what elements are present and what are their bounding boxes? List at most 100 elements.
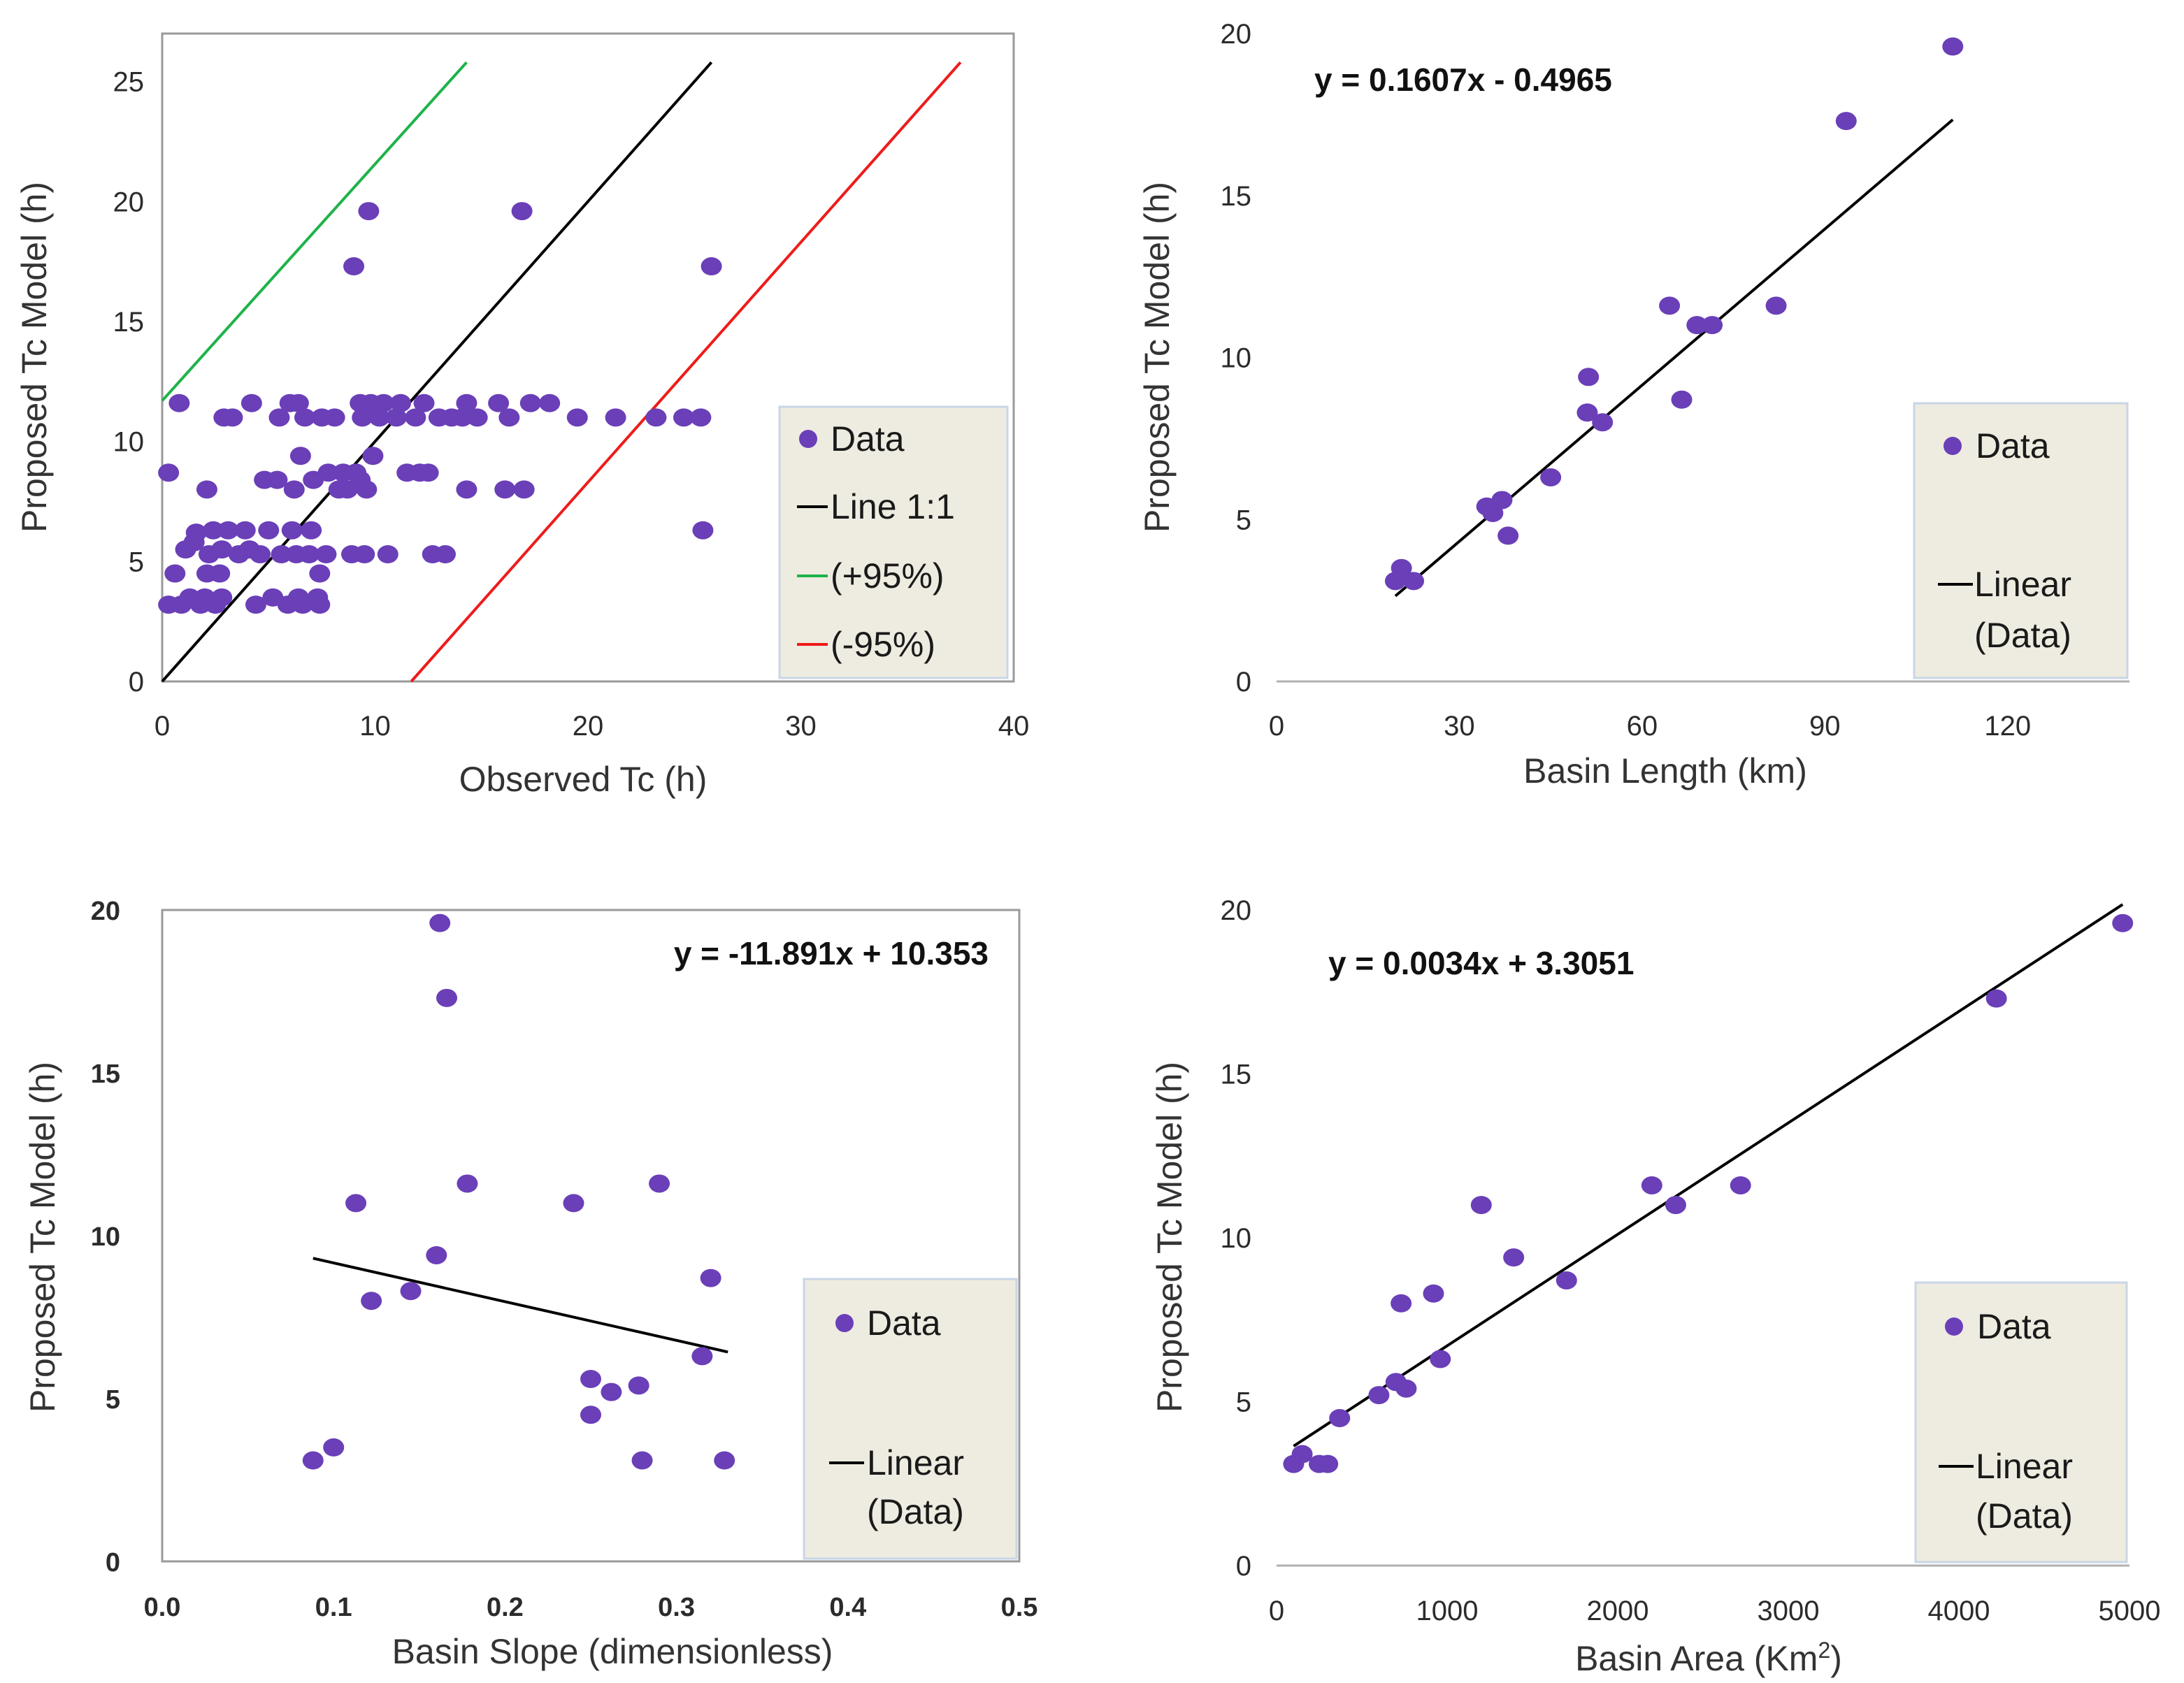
data-point <box>1503 1248 1525 1267</box>
data-point <box>168 393 190 412</box>
legend: Data Line 1:1 (+95%) (-95%) <box>778 405 1009 679</box>
x-axis-label: Observed Tc (h) <box>459 760 707 799</box>
data-point <box>358 202 380 221</box>
data-point <box>426 1245 447 1264</box>
x-tick-label: 90 <box>1809 711 1841 742</box>
data-point <box>2112 913 2134 932</box>
x-tick-labels: 0 30 60 90 120 <box>1269 711 2031 742</box>
data-point <box>390 393 412 412</box>
x-tick-label: 0 <box>1269 711 1284 742</box>
x-tick-label: 60 <box>1627 711 1658 742</box>
x-tick-label: 120 <box>1984 711 2031 742</box>
x-axis-label: Basin Length (km) <box>1523 751 1807 790</box>
y-tick-label: 5 <box>1236 1387 1251 1418</box>
data-point <box>1368 1386 1390 1405</box>
data-point <box>1317 1454 1339 1473</box>
data-point <box>377 545 398 564</box>
y-tick-label: 0 <box>106 1548 120 1577</box>
data-point <box>217 521 239 540</box>
y-tick-labels: 0 5 10 15 20 <box>1221 895 1252 1582</box>
data-point <box>714 1451 735 1470</box>
data-point <box>281 521 303 540</box>
data-point <box>488 393 510 412</box>
data-point <box>158 463 180 482</box>
legend-marker-data <box>835 1314 854 1332</box>
data-point <box>352 408 373 427</box>
y-axis-label: Proposed Tc Model (h) <box>1150 1062 1189 1413</box>
data-point <box>1497 526 1519 545</box>
legend-label-line-1-1: Line 1:1 <box>831 487 955 526</box>
data-point <box>413 393 435 412</box>
y-tick-label: 15 <box>91 1060 120 1089</box>
data-point <box>456 480 477 499</box>
x-tick-label: 4000 <box>1928 1596 1990 1626</box>
data-point <box>563 1194 584 1213</box>
data-point <box>185 523 207 542</box>
x-tick-label: 0.0 <box>144 1593 181 1622</box>
data-points <box>158 202 722 614</box>
data-point <box>691 1347 713 1366</box>
x-tick-label: 10 <box>359 711 391 742</box>
data-point <box>1641 1176 1662 1194</box>
y-tick-label: 15 <box>1221 1060 1252 1090</box>
data-point <box>1423 1284 1444 1303</box>
data-point <box>356 480 378 499</box>
data-point <box>258 521 280 540</box>
y-tick-label: 20 <box>1221 19 1252 50</box>
legend: Data Linear (Data) <box>803 1278 1018 1560</box>
trendline-linear <box>312 1257 728 1354</box>
trendline <box>312 1257 728 1354</box>
data-points <box>302 913 735 1470</box>
data-point <box>203 521 224 540</box>
y-tick-label: 20 <box>91 897 120 926</box>
data-point <box>1329 1408 1351 1427</box>
legend-label-plus95: (+95%) <box>831 556 944 595</box>
data-point <box>345 1194 367 1213</box>
data-point <box>283 480 305 499</box>
data-point <box>1835 112 1857 131</box>
data-point <box>266 470 288 489</box>
data-point <box>631 1451 653 1470</box>
data-point <box>317 463 339 482</box>
x-tick-label: 0.2 <box>487 1593 524 1622</box>
data-point <box>1578 368 1600 387</box>
panel-basin-area: 0 1000 2000 3000 4000 5000 0 5 10 15 20 y = 0.003… <box>1150 895 2160 1678</box>
legend-label-data: Data <box>1977 1307 2051 1346</box>
data-point <box>452 408 473 427</box>
data-point <box>1985 989 2007 1008</box>
data-point <box>222 408 243 427</box>
y-tick-labels: 0 5 10 15 20 <box>1221 19 1252 698</box>
data-point <box>1491 491 1513 510</box>
data-point <box>1391 558 1412 577</box>
data-point <box>1395 1379 1417 1398</box>
y-tick-label: 5 <box>1236 505 1251 535</box>
legend-label-minus95: (-95%) <box>831 625 935 664</box>
data-point <box>289 447 311 465</box>
data-point <box>268 408 290 427</box>
trendline-equation: y = 0.1607x - 0.4965 <box>1314 62 1612 98</box>
data-point <box>211 588 233 607</box>
legend-label-linear-data: (Data) <box>1976 1496 2073 1536</box>
x-tick-label: 2000 <box>1587 1596 1649 1626</box>
data-point <box>373 393 394 412</box>
x-tick-label: 0 <box>1269 1596 1284 1626</box>
y-tick-labels: 0 5 10 15 20 25 <box>113 67 145 698</box>
trendline <box>1394 118 1954 598</box>
y-tick-label: 10 <box>91 1222 120 1252</box>
data-point <box>368 408 390 427</box>
data-point <box>690 408 712 427</box>
x-tick-label: 30 <box>1444 711 1475 742</box>
data-point <box>673 408 695 427</box>
legend-label-linear-data: (Data) <box>867 1492 964 1531</box>
y-tick-label: 20 <box>113 187 145 217</box>
x-tick-labels: 0 1000 2000 3000 4000 5000 <box>1269 1596 2161 1626</box>
x-tick-label: 40 <box>998 711 1030 742</box>
data-point <box>301 521 322 540</box>
data-point <box>466 408 488 427</box>
data-point <box>361 1292 382 1310</box>
panel-basin-length: 0 30 60 90 120 0 5 10 15 20 y = 0.1607x - 0.4965… <box>1137 19 2129 790</box>
data-point <box>240 393 262 412</box>
data-point <box>1391 1294 1412 1313</box>
data-point <box>1540 468 1562 486</box>
y-tick-label: 10 <box>1221 1223 1252 1254</box>
